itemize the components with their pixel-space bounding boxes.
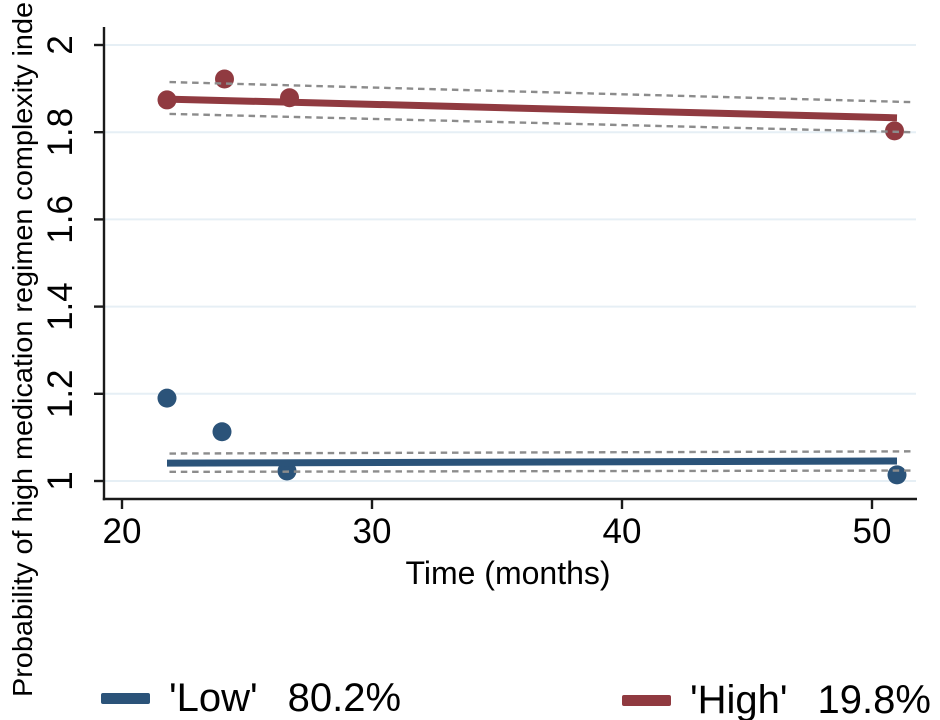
low-data-point [887,465,907,485]
y-tick-label: 2 [41,35,80,54]
legend-item-high: 'High' 19.8% [622,677,931,720]
low-line-swatch [101,692,150,704]
y-axis-title: Probability of high medication regimen c… [7,2,38,697]
y-tick-label: 1.8 [41,108,80,157]
legend-label-low: 'Low' [169,675,258,720]
y-tick-label: 1.2 [41,369,80,418]
y-tick-label: 1.6 [41,195,80,244]
x-tick-label: 30 [353,512,392,551]
x-axis-title: Time (months) [405,555,610,591]
x-tick-label: 40 [603,512,642,551]
axes: 1 1.2 1.4 1.6 1.8 2 20 30 40 50 [41,27,917,551]
gridlines [104,44,916,482]
low-fit-line [166,457,898,467]
y-tick-label: 1.4 [41,282,80,331]
legend-label-high: 'High' [690,677,788,720]
low-data-point [157,388,177,408]
high-data-point [215,69,234,89]
legend-item-low: 'Low' 80.2% [101,675,401,720]
high-fit-line [166,95,898,122]
low-data-point [212,422,232,442]
low-ci-upper-line [169,450,913,455]
legend-value-low: 80.2% [287,675,402,720]
x-tick-label: 50 [853,512,892,551]
high-line-swatch [622,694,671,706]
y-tick-label: 1 [41,471,80,490]
series-layer [157,69,913,485]
x-tick-label: 20 [103,512,142,551]
legend-value-high: 19.8% [817,677,931,720]
